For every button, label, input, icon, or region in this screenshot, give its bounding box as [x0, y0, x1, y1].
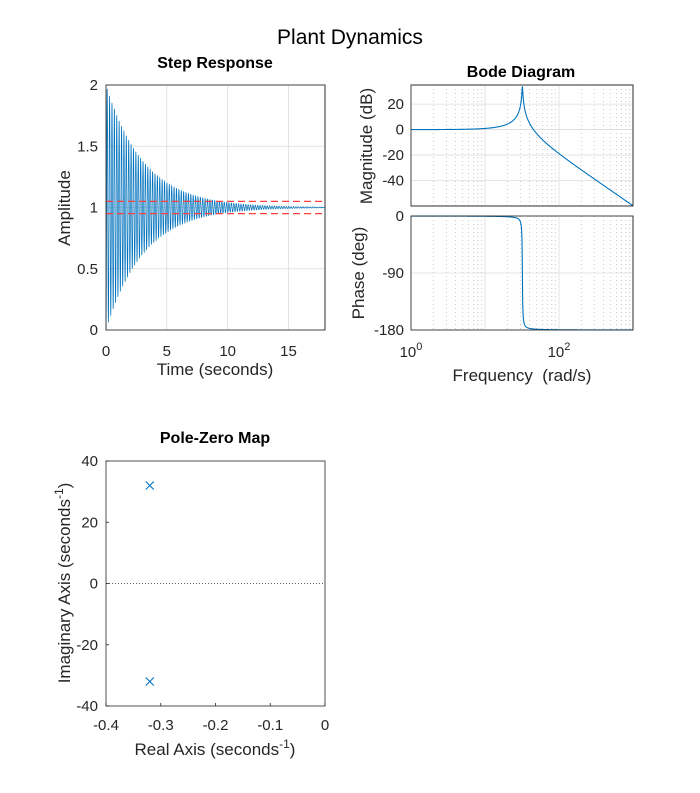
pzmap-panel: Pole-Zero Map -0.4 -0.3 -0.2 -0.1 0 -40 -20 0 20… [52, 430, 329, 759]
step-xtick-label: 15 [280, 343, 297, 360]
pzmap-xtick-label: 0 [321, 717, 329, 734]
pzmap-ytick-label: 0 [90, 576, 98, 593]
pzmap-ytick-label: -20 [76, 637, 98, 654]
step-ytick-label: 0.5 [77, 261, 98, 278]
phase-ylabel: Phase (deg) [349, 227, 368, 320]
phase-ytick-label: 0 [396, 208, 404, 225]
pzmap-title: Pole-Zero Map [160, 430, 270, 447]
magnitude-line [411, 85, 634, 207]
pzmap-ytick-label: -40 [76, 698, 98, 715]
magnitude-ylabel: Magnitude (dB) [357, 88, 376, 204]
step-ytick-label: 2 [90, 77, 98, 94]
step-ytick-label: 1.5 [77, 138, 98, 155]
magnitude-ytick-label: 20 [387, 96, 404, 113]
step-response-panel: Step Response 0 5 10 15 0 0.5 1 1.5 2 Time (seco… [55, 55, 326, 379]
step-ticks: 0 5 10 15 0 0.5 1 1.5 2 [77, 77, 297, 360]
pole-marker [145, 481, 155, 490]
figure-title: Plant Dynamics [277, 26, 423, 49]
pzmap-ylabel: Imaginary Axis (seconds-1) [52, 483, 74, 684]
pzmap-xlabel-close: ) [290, 740, 296, 759]
pzmap-poles [145, 481, 155, 686]
step-xtick-label: 0 [102, 343, 110, 360]
step-xlabel: Time (seconds) [157, 360, 274, 379]
pzmap-xlabel-text: Real Axis (seconds [135, 740, 280, 759]
pzmap-xlabel: Real Axis (seconds-1) [135, 737, 296, 759]
pzmap-xlabel-exp: -1 [279, 737, 290, 751]
pzmap-ylabel-close: ) [55, 483, 74, 489]
bode-panel: Bode Diagram -40 -20 0 20 -180 -90 0 100 102 Mag… [349, 64, 634, 385]
pzmap-ylabel-exp: -1 [52, 488, 66, 499]
frequency-xtick-label: 102 [548, 341, 571, 361]
bode-mag-border [410, 84, 634, 207]
frequency-xlabel: Frequency (rad/s) [453, 366, 592, 385]
pzmap-xtick-label: -0.1 [257, 717, 283, 734]
step-xtick-label: 5 [163, 343, 171, 360]
bode-title: Bode Diagram [467, 64, 575, 81]
pole-marker [145, 677, 155, 686]
step-ytick-label: 0 [90, 322, 98, 339]
pzmap-xtick-label: -0.3 [148, 717, 174, 734]
magnitude-ytick-label: -40 [382, 173, 404, 190]
magnitude-ytick-label: -20 [382, 147, 404, 164]
frequency-xtick-label: 100 [400, 341, 423, 361]
pzmap-xtick-label: -0.2 [203, 717, 229, 734]
phase-ytick-label: -90 [382, 265, 404, 282]
pzmap-ylabel-text: Imaginary Axis (seconds [55, 499, 74, 683]
bode-mag-axes [410, 84, 634, 207]
pzmap-ticks: -0.4 -0.3 -0.2 -0.1 0 -40 -20 0 20 40 [76, 453, 329, 734]
step-title: Step Response [157, 55, 273, 72]
step-xtick-label: 10 [219, 343, 236, 360]
pzmap-xtick-label: -0.4 [93, 717, 119, 734]
step-ylabel: Amplitude [55, 170, 74, 246]
pzmap-ytick-label: 40 [81, 453, 98, 470]
step-axes-border [105, 84, 326, 331]
step-response-line [105, 88, 326, 331]
step-ytick-label: 1 [90, 200, 98, 217]
phase-ytick-label: -180 [374, 322, 404, 339]
magnitude-ytick-label: 0 [396, 122, 404, 139]
bode-phase-border [410, 215, 634, 331]
pzmap-ytick-label: 20 [81, 514, 98, 531]
bode-ticks: -40 -20 0 20 -180 -90 0 100 102 [374, 96, 570, 361]
